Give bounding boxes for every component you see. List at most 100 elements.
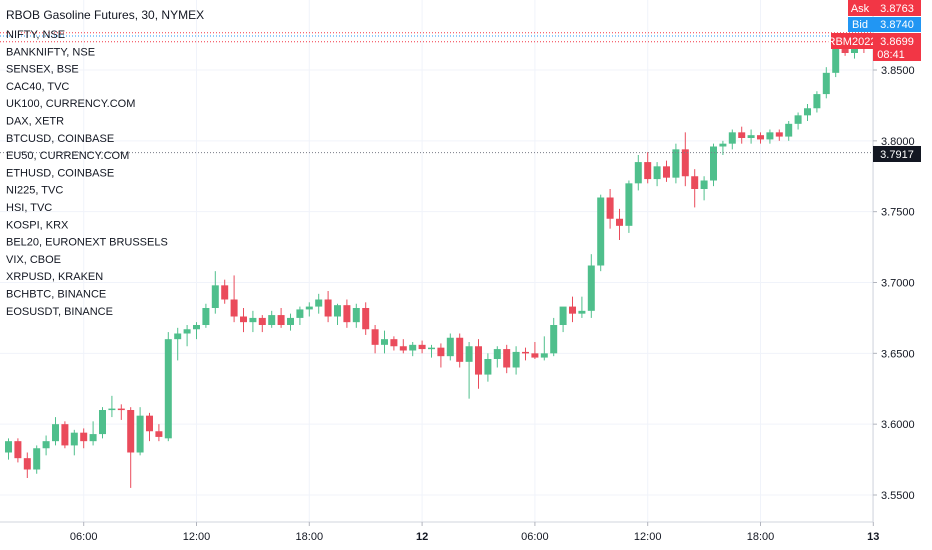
bid-badge: Bid 3.8740 (848, 17, 921, 32)
candle-down (569, 296, 576, 323)
candle-body (484, 359, 492, 375)
overlay-symbol-item[interactable]: EU50, CURRENCY.COM (6, 150, 129, 162)
price-tick-label: 3.6500 (881, 348, 915, 360)
candle-up (550, 317, 558, 357)
candle-body (14, 441, 22, 459)
candle-body (399, 346, 407, 351)
overlay-symbol-item[interactable]: UK100, CURRENCY.COM (6, 98, 135, 110)
candle-body (437, 347, 445, 357)
ask-value-bg (873, 0, 921, 16)
candle-up (352, 303, 360, 328)
time-axis[interactable]: 06:00 12:00 18:00 12 06:00 12:00 18:00 13 (70, 522, 879, 543)
candle-body (540, 353, 548, 358)
candle-up (174, 327, 182, 361)
candle-body (249, 317, 257, 323)
candle-body (634, 162, 642, 184)
last-price-badge: RBM2022 3.8699 08:41 (828, 33, 921, 61)
candle-body (446, 337, 454, 357)
candle-down (324, 291, 332, 323)
candle-up (5, 438, 12, 460)
overlay-symbol-item[interactable]: XRPUSD, KRAKEN (6, 271, 103, 283)
candle-body (616, 218, 623, 226)
candle-body (324, 299, 332, 317)
overlay-symbol-item[interactable]: BTCUSD, COINBASE (6, 133, 114, 145)
overlay-symbol-item[interactable]: ETHUSD, COINBASE (6, 167, 114, 179)
overlay-symbol-item[interactable]: BCHBTC, BINANCE (6, 289, 106, 301)
candle-up (381, 330, 388, 354)
candle-body (700, 180, 708, 189)
candle-body (503, 349, 511, 368)
overlay-symbol-item[interactable]: KOSPI, KRX (6, 219, 69, 231)
price-axis[interactable]: 3.8500 3.8000 3.7500 3.7000 3.6500 3.6000 3.55… (873, 65, 915, 502)
overlay-symbol-item[interactable]: BEL20, EURONEXT BRUSSELS (6, 237, 168, 249)
candle-body (681, 149, 689, 177)
overlay-symbol-item[interactable]: BANKNIFTY, NSE (6, 46, 95, 58)
candle-body (287, 317, 294, 325)
candle-body (277, 315, 285, 325)
candle-up (42, 435, 50, 456)
candle-up (700, 176, 708, 201)
symbol-label-bg (831, 33, 873, 49)
overlay-symbol-item[interactable]: DAX, XETR (6, 116, 64, 128)
overlay-symbol-item[interactable]: NIFTY, NSE (6, 29, 65, 41)
candle-body (531, 353, 539, 358)
candle-up (305, 302, 313, 317)
candle-up (465, 342, 473, 399)
candle-down (258, 315, 266, 333)
crosshair-price-value: 3.7917 (880, 149, 914, 161)
overlay-symbol-item[interactable]: HSI, TVC (6, 202, 52, 214)
candle-body (493, 349, 501, 359)
candle-up (484, 353, 492, 382)
candle-down (117, 404, 125, 420)
candle-body (296, 309, 304, 318)
candle-down (437, 343, 445, 368)
bid-value-bg (873, 17, 921, 32)
time-tick-label: 13 (867, 531, 879, 543)
candle-body (33, 448, 41, 470)
overlay-symbol-item[interactable]: NI225, TVC (6, 185, 63, 197)
candle-up (578, 296, 586, 318)
candle-up (794, 112, 802, 130)
candle-down (390, 336, 398, 351)
candle-up (183, 325, 191, 347)
candle-down (456, 333, 464, 368)
candle-down (681, 132, 689, 187)
candle-body (381, 339, 388, 345)
candle-body (606, 197, 614, 219)
candle-up (766, 129, 774, 144)
candle-body (334, 305, 341, 317)
candle-down (146, 412, 153, 442)
candle-up (597, 194, 605, 272)
candle-body (428, 347, 435, 350)
ask-value: 3.8763 (880, 3, 914, 15)
overlay-symbol-item[interactable]: SENSEX, BSE (6, 64, 79, 76)
candle-body (597, 197, 605, 266)
candle-up (804, 104, 811, 121)
overlay-symbol-item[interactable]: CAC40, TVC (6, 81, 69, 93)
candle-body (221, 285, 229, 300)
candle-body (5, 441, 12, 453)
candle-body (550, 325, 558, 354)
candle-down (230, 275, 238, 323)
candle-body (99, 410, 106, 435)
candle-body (268, 315, 276, 325)
bar-countdown: 08:41 (877, 49, 905, 61)
candle-down (277, 308, 285, 328)
time-tick-label: 06:00 (521, 531, 549, 543)
candle-body (23, 458, 31, 470)
candle-body (117, 408, 125, 411)
candle-up (136, 407, 144, 456)
candle-body (108, 408, 116, 411)
candle-up (540, 336, 548, 361)
overlay-symbol-item[interactable]: EOSUSDT, BINANCE (6, 306, 113, 318)
candle-up (710, 143, 717, 187)
overlay-symbol-item[interactable]: VIX, CBOE (6, 254, 61, 266)
candle-body (813, 94, 821, 109)
candle-up (559, 306, 567, 333)
candle-body (728, 132, 736, 144)
time-tick-label: 18:00 (747, 531, 775, 543)
candle-body (691, 176, 699, 189)
candle-down (418, 340, 426, 354)
candle-body (70, 432, 78, 446)
